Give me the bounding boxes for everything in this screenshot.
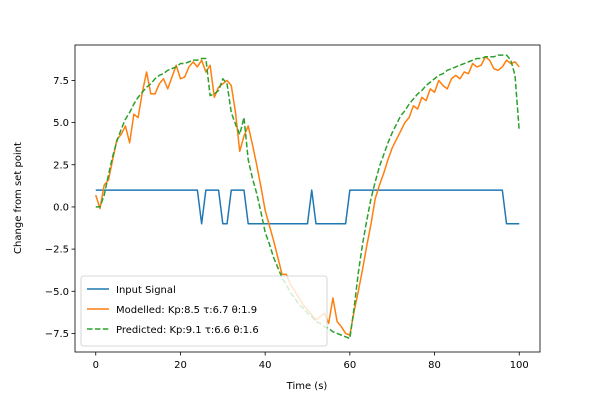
x-tick-label: 0 [93, 360, 99, 371]
y-tick-label: −2.5 [45, 245, 69, 256]
y-tick-label: −7.5 [45, 329, 69, 340]
plot-area-frame [74, 44, 541, 353]
y-tick-label: 7.5 [53, 76, 69, 87]
y-tick-label: 5.0 [53, 118, 69, 129]
x-tick-label: 100 [510, 360, 529, 371]
legend: Input Signal Modelled: Kp:8.5 τ:6.7 θ:1.9… [80, 275, 328, 347]
x-tick-label: 60 [343, 360, 356, 371]
y-axis-label: Change from set point [13, 142, 24, 254]
legend-label-3: Predicted: Kp:9.1 τ:6.6 θ:1.6 [116, 325, 259, 336]
x-axis: 0 20 40 60 80 100 [93, 352, 529, 371]
y-tick-label: −5.0 [45, 287, 69, 298]
series-line-1 [95, 189, 520, 225]
legend-label-2: Modelled: Kp:8.5 τ:6.7 θ:1.9 [116, 305, 257, 316]
x-tick-label: 40 [259, 360, 272, 371]
legend-box [80, 275, 328, 347]
x-tick-label: 80 [428, 360, 441, 371]
x-axis-label: Time (s) [286, 381, 328, 392]
y-tick-label: 0.0 [53, 202, 69, 213]
x-tick-label: 20 [174, 360, 187, 371]
legend-label-1: Input Signal [116, 285, 176, 296]
y-tick-label: 2.5 [53, 160, 69, 171]
y-axis: −7.5 −5.0 −2.5 0.0 2.5 5.0 7.5 [45, 76, 75, 340]
